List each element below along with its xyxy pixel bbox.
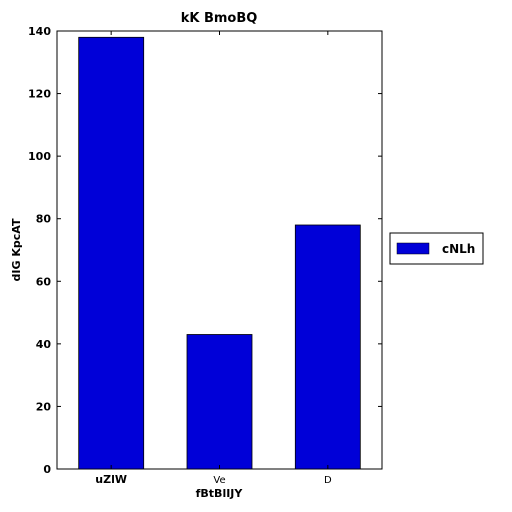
bar-D (294, 224, 361, 470)
x-tick-label: D (324, 475, 332, 486)
chart-title: kK BmoBQ (181, 11, 258, 26)
legend-label: cNLh (442, 242, 475, 256)
x-axis-label: fBtBlIJY (196, 487, 244, 500)
y-tick-label: 120 (28, 88, 51, 101)
bar-uZlW (78, 36, 145, 470)
x-tick-label: uZlW (95, 473, 127, 486)
y-axis-label: dIG KpcAT (10, 218, 23, 281)
y-tick-label: 40 (36, 338, 52, 351)
bar-Ve (186, 334, 253, 470)
y-tick-label: 100 (28, 150, 51, 163)
y-tick-label: 80 (36, 213, 52, 226)
y-tick-label: 20 (36, 400, 52, 413)
y-tick-label: 60 (36, 275, 52, 288)
legend: cNLh (389, 232, 484, 265)
legend-swatch (396, 242, 430, 255)
y-tick-label: 0 (43, 463, 51, 476)
x-tick-label: Ve (213, 475, 225, 486)
y-tick-label: 140 (28, 25, 51, 38)
